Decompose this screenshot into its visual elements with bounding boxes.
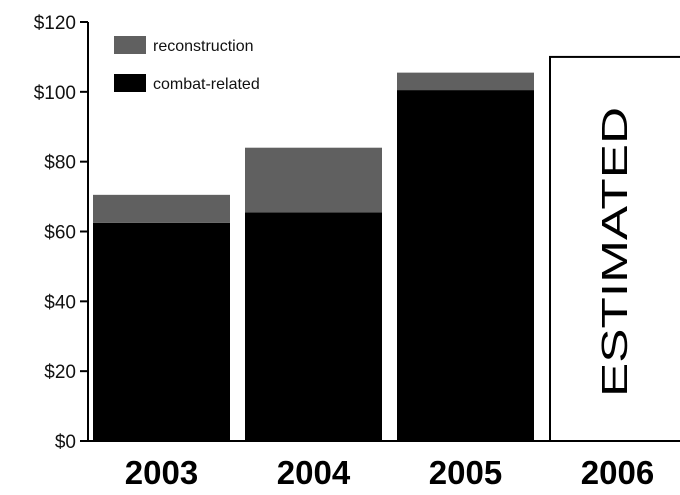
legend-label-reconstruction: reconstruction	[153, 38, 254, 55]
estimated-label: ESTIMATED	[594, 107, 635, 397]
y-tick-label: $0	[55, 432, 76, 453]
legend: reconstruction combat-related	[114, 36, 260, 93]
estimated-bar	[549, 55, 680, 443]
bar-reconstruction-2003	[93, 194, 230, 223]
x-tick-label: 2004	[277, 454, 351, 491]
bars-group: ESTIMATED	[93, 55, 680, 443]
legend-label-combat-related: combat-related	[153, 76, 260, 93]
x-tick-label: 2006	[581, 454, 654, 491]
y-axis: $0 $20 $40 $60 $80 $100 $120	[34, 13, 89, 453]
legend-swatch-combat-related	[114, 74, 146, 92]
x-tick-label: 2005	[429, 454, 502, 491]
bar-combat-related-2003	[93, 222, 230, 441]
bar-reconstruction-2004	[245, 147, 382, 213]
legend-swatch-reconstruction	[114, 36, 146, 54]
y-tick-label: $40	[44, 292, 76, 313]
x-tick-label: 2003	[125, 454, 198, 491]
x-axis: 2003 2004 2005 2006	[88, 440, 680, 491]
bar-combat-related-2004	[245, 212, 382, 441]
bar-reconstruction-2005	[397, 72, 534, 91]
y-tick-label: $120	[34, 13, 76, 34]
y-tick-label: $100	[34, 83, 76, 104]
y-tick-label: $80	[44, 153, 76, 174]
y-tick-label: $60	[44, 223, 76, 244]
y-tick-label: $20	[44, 362, 76, 383]
bar-combat-related-2005	[397, 90, 534, 442]
